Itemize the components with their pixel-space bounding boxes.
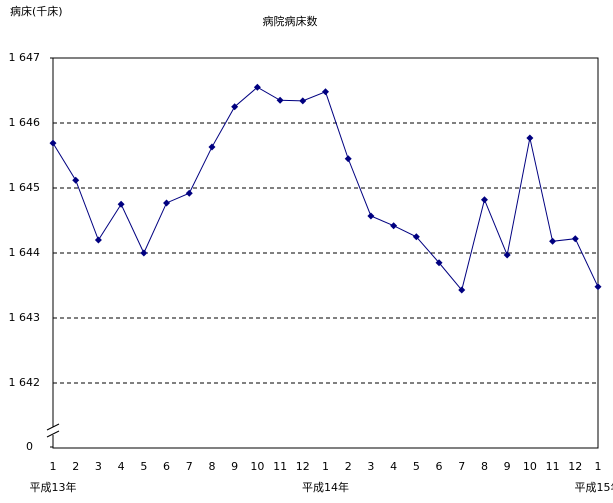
marker [231, 103, 239, 111]
line [52, 86, 599, 292]
marker [276, 96, 284, 104]
x-tick-label: 12 [568, 460, 582, 473]
marker [299, 97, 307, 105]
y-tick-label: 1 646 [9, 116, 41, 129]
marker [594, 283, 602, 291]
marker [412, 233, 420, 241]
x-tick-label: 9 [231, 460, 238, 473]
axis-break [46, 423, 60, 431]
x-tick-label: 1 [50, 460, 57, 473]
marker [458, 286, 466, 294]
x-tick-label: 9 [504, 460, 511, 473]
x-tick-label: 5 [140, 460, 147, 473]
x-tick-label: 8 [481, 460, 488, 473]
x-tick-label: 1 [322, 460, 329, 473]
marker [94, 236, 102, 244]
y-tick-label: 1 644 [9, 246, 41, 259]
axis-break-gap [49, 427, 57, 435]
x-tick-label: 3 [95, 460, 102, 473]
marker [367, 212, 375, 220]
marker [140, 249, 148, 257]
y-tick-label: 1 645 [9, 181, 41, 194]
marker [208, 143, 216, 151]
marker [163, 199, 171, 207]
x-tick-label: 6 [163, 460, 170, 473]
x-tick-label: 10 [250, 460, 264, 473]
y-tick-label: 1 647 [9, 51, 41, 64]
x-group-label: 平成15年 [575, 480, 613, 494]
marker [503, 251, 511, 259]
marker [344, 155, 352, 163]
x-tick-label: 4 [390, 460, 397, 473]
chart-title: 病院病床数 [263, 14, 318, 28]
marker [390, 222, 398, 230]
x-tick-label: 2 [72, 460, 79, 473]
marker [185, 189, 193, 197]
x-tick-label: 5 [413, 460, 420, 473]
marker [49, 139, 57, 147]
x-tick-label: 7 [186, 460, 193, 473]
x-group-label: 平成13年 [30, 480, 77, 494]
x-tick-label: 2 [345, 460, 352, 473]
marker [526, 134, 534, 142]
marker [480, 196, 488, 204]
x-tick-label: 11 [273, 460, 287, 473]
axis-break [46, 430, 60, 438]
y-axis-label: 病床(千床) [10, 4, 63, 18]
marker [549, 237, 557, 245]
y-tick-label: 1 642 [9, 376, 41, 389]
x-tick-label: 6 [436, 460, 443, 473]
x-tick-label: 11 [546, 460, 560, 473]
y-tick-label: 1 643 [9, 311, 41, 324]
x-group-label: 平成14年 [302, 480, 349, 494]
x-tick-label: 7 [458, 460, 465, 473]
marker [253, 83, 261, 91]
x-tick-label: 12 [296, 460, 310, 473]
x-tick-label: 1 [595, 460, 602, 473]
marker [571, 235, 579, 243]
marker [322, 88, 329, 96]
marker [117, 200, 125, 208]
x-tick-label: 10 [523, 460, 537, 473]
x-tick-label: 4 [118, 460, 125, 473]
x-tick-label: 8 [208, 460, 215, 473]
marker [72, 176, 80, 184]
marker [435, 259, 443, 267]
x-tick-label: 3 [367, 460, 374, 473]
y-tick-label: 0 [26, 440, 33, 453]
